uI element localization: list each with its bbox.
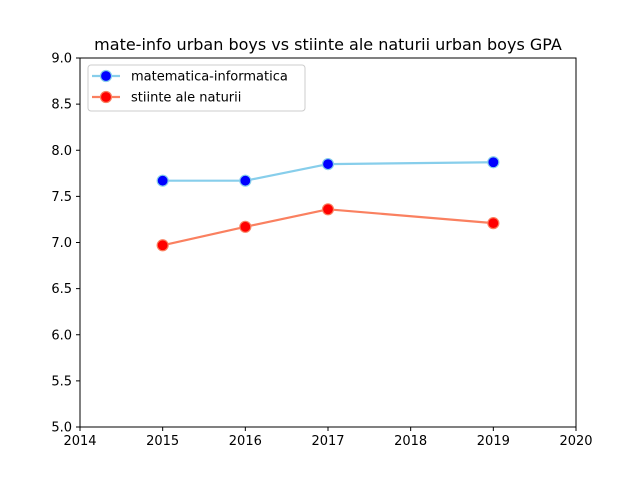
legend-label-0: matematica-informatica — [131, 70, 288, 85]
y-tick-label: 5.5 — [51, 374, 72, 389]
legend-marker-1 — [99, 90, 113, 104]
legend: matematica-informatica stiinte ale naturi… — [87, 64, 306, 112]
y-tick-label: 6.5 — [51, 282, 72, 297]
x-tick-label: 2019 — [477, 434, 510, 449]
series-line-1 — [162, 208, 494, 247]
y-tick-label: 5.0 — [51, 421, 72, 436]
data-point-1 — [487, 217, 500, 230]
x-tick-label: 2018 — [394, 434, 427, 449]
y-tick-label: 8.0 — [51, 144, 72, 159]
x-axis: 2014 2015 2016 2017 2018 2019 2020 — [63, 427, 593, 449]
y-tick-label: 8.5 — [51, 98, 72, 113]
y-tick-label: 6.0 — [51, 328, 72, 343]
x-tick-label: 2015 — [146, 434, 179, 449]
legend-label-1: stiinte ale naturii — [131, 91, 241, 106]
data-point-0 — [487, 156, 500, 169]
x-tick-label: 2014 — [63, 434, 96, 449]
data-point-1 — [321, 203, 335, 216]
legend-box — [87, 64, 306, 112]
data-point-0 — [321, 157, 335, 171]
data-point-1 — [156, 239, 169, 252]
legend-marker-0 — [99, 69, 113, 83]
plot-frame — [79, 57, 577, 428]
series-layer — [156, 156, 500, 252]
series-line-0 — [162, 161, 494, 182]
y-tick-label: 7.0 — [51, 236, 72, 251]
data-point-0 — [156, 174, 169, 187]
y-axis: 5.0 5.5 6.0 6.5 7.0 7.5 8.0 8.5 9.0 — [51, 52, 80, 436]
x-tick-label: 2017 — [311, 434, 344, 449]
data-point-1 — [239, 220, 252, 233]
data-point-0 — [239, 174, 252, 187]
y-tick-label: 7.5 — [51, 190, 72, 205]
y-tick-label: 9.0 — [51, 52, 72, 67]
chart-title: mate-info urban boys vs stiinte ale natu… — [94, 35, 562, 54]
x-tick-label: 2020 — [559, 434, 592, 449]
x-tick-label: 2016 — [229, 434, 262, 449]
